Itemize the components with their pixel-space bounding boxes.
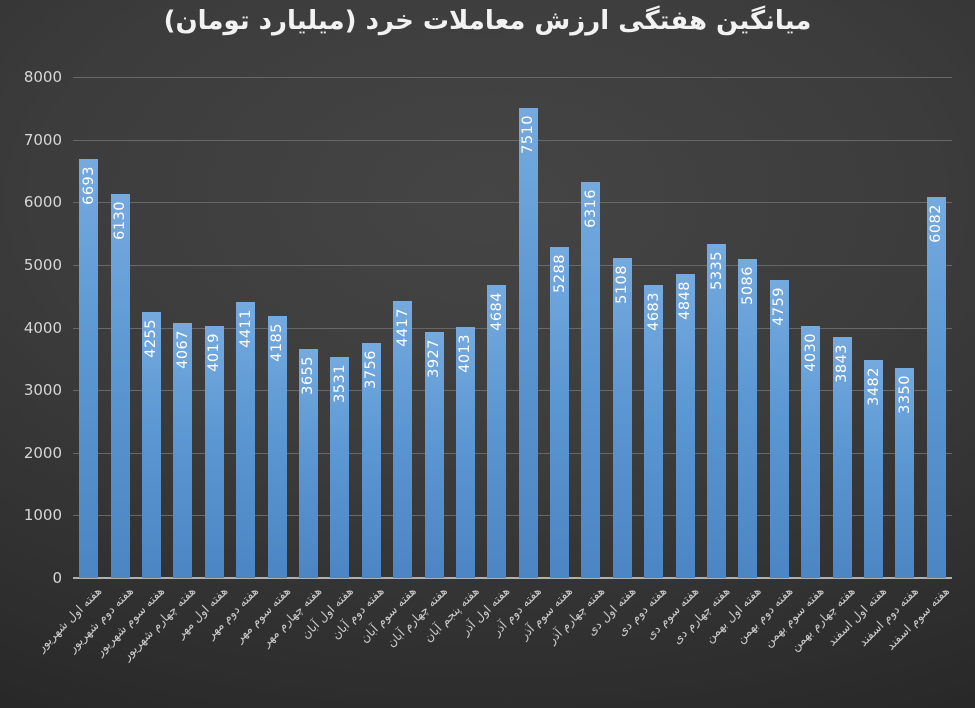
bar: 4013 [455, 326, 475, 578]
bar: 4255 [141, 311, 161, 578]
bar: 4067 [173, 323, 193, 578]
bar-value-label: 4030 [802, 332, 819, 372]
bar-value-label: 5288 [551, 253, 568, 293]
bar-value-label: 3655 [300, 356, 317, 395]
bar-value-label: 3927 [426, 339, 443, 378]
y-gridline [73, 77, 952, 78]
bar: 4684 [487, 284, 507, 578]
bar: 3482 [864, 359, 884, 578]
y-axis-tick-label: 3000 [23, 381, 62, 400]
y-axis-tick-label: 6000 [23, 193, 62, 212]
bar-value-label: 3531 [331, 363, 348, 403]
bar: 6693 [79, 158, 99, 578]
y-gridline [73, 390, 952, 392]
y-axis-tick-label: 5000 [23, 255, 62, 274]
bar: 5335 [707, 243, 727, 578]
bar-value-label: 4417 [394, 308, 411, 348]
bar-value-label: 3843 [834, 344, 851, 384]
bar: 5086 [738, 259, 758, 578]
bar-value-label: 6130 [112, 201, 129, 240]
x-axis-line [73, 577, 952, 579]
y-axis-tick-label: 1000 [23, 506, 62, 525]
bar-value-label: 4759 [771, 286, 788, 326]
bar: 7510 [518, 107, 538, 578]
bar: 5288 [550, 246, 570, 578]
bar: 5108 [612, 258, 632, 578]
bar: 4185 [267, 315, 287, 578]
bar-value-label: 4684 [488, 291, 505, 331]
y-axis-tick-label: 8000 [23, 68, 62, 86]
bar: 4019 [204, 326, 224, 578]
y-axis-tick-label: 2000 [23, 443, 62, 462]
y-axis-tick-label: 0 [52, 569, 62, 587]
bar-value-label: 6082 [928, 204, 945, 244]
bar-value-label: 4411 [237, 308, 254, 348]
bar: 3927 [424, 332, 444, 578]
bar: 6082 [926, 197, 946, 578]
bar-value-label: 4013 [457, 333, 474, 373]
y-axis-tick-label: 7000 [23, 130, 62, 149]
bar: 4683 [644, 284, 664, 578]
bar: 6316 [581, 182, 601, 578]
bar: 3350 [895, 368, 915, 578]
bar: 4417 [393, 301, 413, 578]
bar-value-label: 4255 [143, 318, 160, 358]
bar-value-label: 3350 [896, 375, 913, 415]
bar-value-label: 4019 [206, 333, 223, 373]
bar: 4411 [236, 301, 256, 578]
bar: 4848 [675, 274, 695, 578]
bar: 3843 [832, 337, 852, 578]
bar: 4030 [801, 325, 821, 578]
chart-title: میانگین هفتگی ارزش معاملات خرد (میلیارد … [163, 6, 812, 36]
y-gridline [73, 139, 952, 141]
bar: 3756 [361, 342, 381, 578]
bar-value-label: 4185 [269, 322, 286, 362]
y-gridline [73, 327, 952, 329]
bar-value-label: 5335 [708, 250, 725, 290]
bar-value-label: 6693 [80, 165, 97, 205]
y-gridline [73, 452, 952, 454]
bar: 4759 [769, 279, 789, 578]
y-gridline [73, 202, 952, 204]
bar-value-label: 7510 [520, 114, 537, 154]
bar-value-label: 4848 [677, 281, 694, 321]
y-gridline [73, 264, 952, 266]
bar-value-label: 6316 [582, 189, 599, 229]
bar-value-label: 5108 [614, 265, 631, 305]
y-axis-tick-label: 4000 [23, 318, 62, 337]
bar-value-label: 3756 [363, 349, 380, 389]
bar-value-label: 5086 [739, 266, 756, 306]
bar: 6130 [110, 194, 130, 578]
bar: 3531 [330, 356, 350, 578]
bar-value-label: 3482 [865, 366, 882, 406]
y-gridline [73, 515, 952, 517]
bar-value-label: 4067 [174, 330, 191, 370]
bar-value-label: 4683 [645, 291, 662, 331]
bar: 3655 [298, 349, 318, 578]
